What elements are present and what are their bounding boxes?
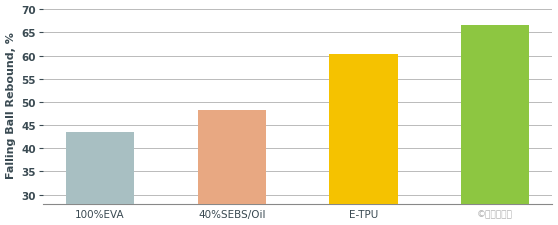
Bar <box>198 110 266 204</box>
Bar <box>461 26 530 204</box>
Y-axis label: Falling Ball Rebound, %: Falling Ball Rebound, % <box>6 32 16 178</box>
Bar <box>329 55 398 204</box>
Bar <box>66 133 134 204</box>
